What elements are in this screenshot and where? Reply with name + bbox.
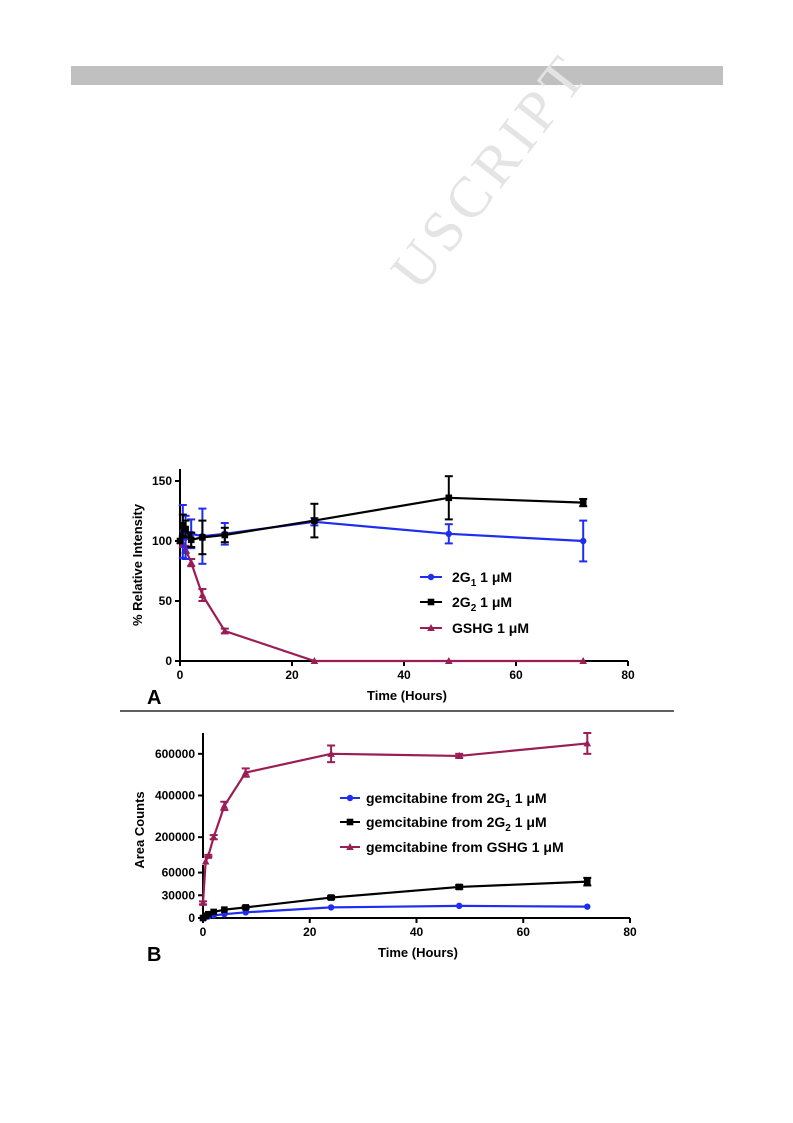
b-legend-label: gemcitabine from GSHG 1 μM (366, 839, 564, 855)
b-data-point (199, 898, 207, 906)
b-x-tick-label: 0 (200, 925, 207, 939)
b-data-point (242, 904, 249, 911)
a-data-point (176, 537, 184, 545)
b-y-tick-label: 600000 (155, 747, 195, 761)
a-y-tick-label: 50 (159, 594, 173, 608)
a-data-point (187, 558, 195, 566)
b-data-point (221, 906, 228, 913)
a-panel-label: A (147, 687, 161, 709)
b-data-point (584, 903, 591, 910)
b-panel-label: B (147, 944, 161, 966)
b-legend-label: gemcitabine from 2G1 1 μM (366, 790, 547, 810)
b-data-point (584, 878, 591, 885)
b-data-point (209, 833, 218, 841)
b-y-tick-label: 60000 (162, 866, 196, 880)
a-legend-label: 2G1 1 μM (452, 569, 512, 589)
b-x-tick-label: 40 (410, 925, 424, 939)
a-data-point (579, 657, 587, 664)
a-x-tick-label: 40 (397, 668, 411, 682)
a-x-tick-label: 0 (177, 668, 184, 682)
a-data-point (580, 537, 587, 545)
a-y-tick-label: 0 (165, 654, 172, 668)
b-data-point (456, 902, 463, 910)
b-data-point (210, 908, 217, 916)
a-y-tick-label: 100 (152, 534, 172, 548)
b-data-point (241, 768, 250, 776)
b-x-tick-label: 60 (517, 925, 531, 939)
a-data-point (187, 536, 195, 544)
b-data-point (455, 751, 463, 759)
b-x-axis-label: Time (Hours) (378, 945, 458, 960)
b-legend-marker (346, 843, 354, 850)
a-x-axis-label: Time (Hours) (367, 688, 447, 703)
a-data-point (311, 517, 318, 524)
b-legend-marker (346, 794, 354, 802)
a-data-point (579, 499, 587, 506)
a-legend-marker (427, 624, 435, 631)
a-data-point (445, 530, 452, 537)
a-x-tick-label: 20 (285, 668, 299, 682)
b-x-tick-label: 80 (623, 925, 637, 939)
b-data-point (327, 904, 335, 911)
b-data-point (242, 909, 249, 916)
b-data-point (327, 749, 335, 757)
b-data-point (201, 857, 210, 865)
b-data-point (455, 883, 463, 891)
a-data-point (198, 591, 207, 598)
a-data-point (182, 525, 189, 533)
a-data-point (445, 494, 453, 502)
a-x-tick-label: 60 (509, 668, 523, 682)
a-data-point (310, 657, 319, 664)
b-data-point (583, 739, 592, 747)
b-y-axis-label: Area Counts (132, 791, 147, 868)
a-y-axis-label: % Relative Intensity (130, 503, 145, 626)
b-y-tick-label: 30000 (162, 888, 196, 902)
a-series-line (179, 540, 584, 663)
b-data-point (327, 894, 335, 901)
a-legend-marker (427, 598, 435, 606)
b-data-point (220, 801, 229, 809)
b-data-point (205, 910, 212, 918)
header-bar (71, 66, 723, 85)
a-data-point (199, 534, 206, 541)
b-legend-label: gemcitabine from 2G2 1 μM (366, 814, 547, 834)
a-series-line (178, 496, 584, 542)
a-y-tick-label: 150 (152, 474, 172, 488)
a-data-point (221, 627, 229, 634)
a-data-point (445, 657, 453, 664)
b-y-tick-label: 0 (188, 911, 195, 925)
a-legend-marker (427, 573, 435, 581)
b-data-point (204, 851, 213, 859)
a-data-point (221, 531, 229, 539)
a-data-point (179, 522, 187, 529)
a-legend-label: GSHG 1 μM (452, 620, 529, 636)
b-series-line (202, 904, 588, 920)
b-y-tick-label: 200000 (155, 830, 195, 844)
a-legend-label: 2G2 1 μM (452, 594, 512, 614)
b-legend-marker (346, 818, 354, 826)
b-x-tick-label: 20 (303, 925, 317, 939)
b-y-tick-label: 400000 (155, 789, 195, 803)
a-x-tick-label: 80 (621, 668, 635, 682)
